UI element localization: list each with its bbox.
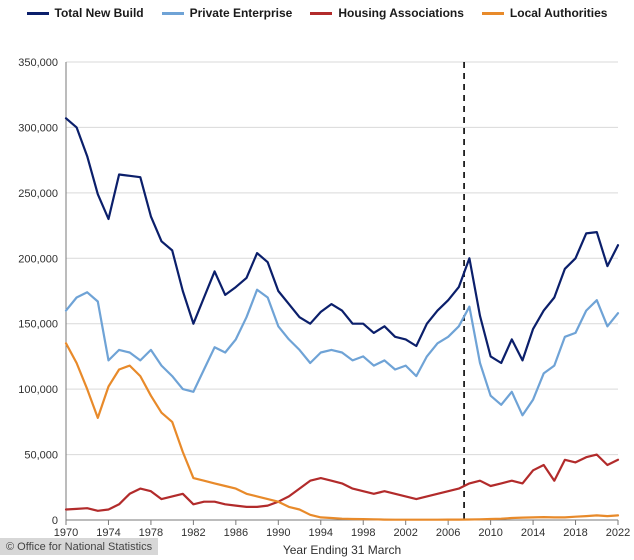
legend-item-ha: Housing Associations <box>310 6 464 20</box>
y-tick-label: 250,000 <box>18 188 58 200</box>
credit-text: © Office for National Statistics <box>6 541 152 553</box>
series-la <box>66 343 618 519</box>
y-tick-label: 300,000 <box>18 122 58 134</box>
x-tick-label: 1986 <box>224 527 248 539</box>
legend-item-private: Private Enterprise <box>162 6 293 20</box>
y-tick-label: 350,000 <box>18 57 58 69</box>
x-tick-label: 1994 <box>309 527 333 539</box>
x-tick-label: 2022 <box>606 527 630 539</box>
y-tick-label: 50,000 <box>24 450 58 462</box>
y-tick-label: 0 <box>52 515 58 527</box>
y-tick-label: 200,000 <box>18 253 58 265</box>
legend-label: Private Enterprise <box>190 6 293 20</box>
legend-label: Total New Build <box>55 6 144 20</box>
x-tick-label: 1990 <box>266 527 290 539</box>
source-credit: © Office for National Statistics <box>0 538 158 555</box>
x-tick-label: 1998 <box>351 527 375 539</box>
x-tick-label: 2010 <box>478 527 502 539</box>
x-axis: 1970197419781982198619901994199820022006… <box>54 520 630 539</box>
y-tick-label: 100,000 <box>18 384 58 396</box>
line-chart: 0 50,000 100,000 150,000 200,000 250,000 300,0… <box>0 22 634 560</box>
legend-label: Local Authorities <box>510 6 608 20</box>
legend-item-total: Total New Build <box>27 6 144 20</box>
x-tick-label: 2018 <box>563 527 587 539</box>
legend-label: Housing Associations <box>338 6 464 20</box>
legend-swatch <box>482 12 504 15</box>
x-tick-label: 1982 <box>181 527 205 539</box>
y-axis: 0 50,000 100,000 150,000 200,000 250,000 300,0… <box>18 57 618 527</box>
x-tick-label: 2014 <box>521 527 545 539</box>
y-tick-label: 150,000 <box>18 319 58 331</box>
legend: Total New Build Private Enterprise Housing… <box>0 0 634 22</box>
series-ha <box>66 455 618 511</box>
legend-swatch <box>27 12 49 15</box>
x-tick-label: 2006 <box>436 527 460 539</box>
legend-item-la: Local Authorities <box>482 6 608 20</box>
x-tick-label: 2002 <box>393 527 417 539</box>
legend-swatch <box>162 12 184 15</box>
series-private <box>66 290 618 416</box>
series-total <box>66 118 618 363</box>
legend-swatch <box>310 12 332 15</box>
